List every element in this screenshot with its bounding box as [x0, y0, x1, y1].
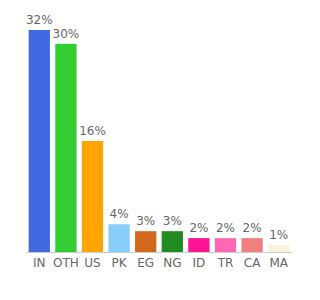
axis-line [27, 252, 293, 253]
bar [82, 141, 103, 252]
tick: PK [112, 252, 128, 270]
tick-label: MA [269, 256, 288, 270]
bar [108, 224, 129, 252]
tick-label: ID [193, 256, 206, 270]
tick-label: TR [217, 256, 234, 270]
tick: TR [217, 252, 234, 270]
tick: ID [193, 252, 206, 270]
data-label: 2% [216, 221, 235, 235]
bar [241, 238, 262, 252]
tick: IN [33, 252, 46, 270]
data-label: 2% [189, 221, 208, 235]
data-label: 30% [53, 27, 80, 41]
tick: CA [244, 252, 261, 270]
data-label: 3% [136, 214, 155, 228]
x-axis: IN OTH US PK EG NG ID TR CA MA [27, 252, 293, 270]
data-labels: 32%30% 16% 4% 3% 3% 2% 2% 2% 1% [26, 13, 288, 242]
bar [162, 231, 183, 252]
tick-label: CA [244, 256, 261, 270]
data-label: 1% [269, 228, 288, 242]
data-label: 32% [26, 13, 53, 27]
tick-label: EG [137, 256, 154, 270]
bar [268, 245, 289, 252]
tick-label: PK [112, 256, 128, 270]
tick: EG [137, 252, 154, 270]
bar [188, 238, 209, 252]
tick-label: US [84, 256, 100, 270]
data-label: 4% [110, 207, 129, 221]
bars [29, 30, 290, 252]
bar [215, 238, 236, 252]
tick: OTH [53, 252, 79, 270]
bar [29, 30, 50, 252]
tick-label: IN [33, 256, 46, 270]
data-label: 16% [79, 124, 106, 138]
chart: 32%30% 16% 4% 3% 3% 2% 2% 2% 1% IN OTH US PK EG NG ID TR… [0, 0, 320, 300]
bar [135, 231, 156, 252]
tick-label: OTH [53, 256, 79, 270]
tick: NG [163, 252, 181, 270]
data-label: 2% [243, 221, 262, 235]
data-label: 3% [163, 214, 182, 228]
tick: MA [269, 252, 288, 270]
tick-label: NG [163, 256, 181, 270]
plot: 32%30% 16% 4% 3% 3% 2% 2% 2% 1% IN OTH US PK EG NG ID TR… [26, 13, 293, 270]
bar [55, 44, 76, 252]
tick: US [84, 252, 100, 270]
